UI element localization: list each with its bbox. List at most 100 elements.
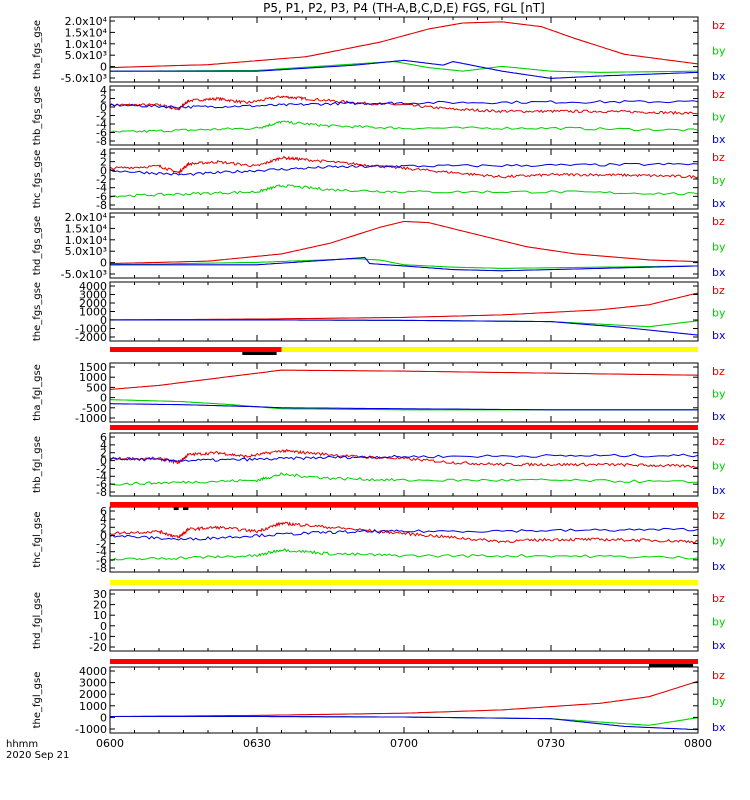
thc_fgs_gse-series-by	[110, 184, 698, 198]
thc_fgl_gse-series-bx	[110, 527, 698, 541]
y-tick-label: -2	[96, 538, 107, 551]
status-bar-red	[110, 425, 698, 430]
y-tick-label: 0	[100, 620, 107, 633]
legend-bx: bx	[712, 266, 726, 279]
legend-bx: bx	[712, 133, 726, 146]
y-axis-label: tha_fgl_gse	[32, 364, 43, 421]
tha_fgl_gse-series-bx	[110, 403, 698, 411]
y-tick-label: -8	[96, 562, 107, 575]
legend-by: by	[712, 307, 726, 320]
y-axis-label: thd_fgl_gse	[32, 592, 43, 649]
y-tick-label: 0	[100, 257, 107, 270]
y-axis-label: thb_fgs_gse	[32, 86, 43, 145]
the_fgs_gse-series-bx	[110, 319, 698, 336]
y-tick-label: 10	[93, 609, 107, 622]
y-axis-label: tha_fgs_gse	[32, 20, 43, 79]
thb_fgl_gse-series-bz	[110, 449, 698, 469]
legend-by: by	[712, 388, 726, 401]
y-tick-label: 1000	[79, 371, 107, 384]
y-tick-label: -2	[96, 110, 107, 123]
legend-bx: bx	[712, 721, 726, 734]
panel-thc_fgs_gse: 420-2-4-6-8 thc_fgs_gse bz by bx	[32, 147, 726, 212]
legend-bx: bx	[712, 639, 726, 652]
status-bar-yellow	[281, 347, 698, 352]
y-tick-label: -4	[96, 182, 107, 195]
legend-bz: bz	[712, 435, 725, 448]
thb_fgl_gse-series-bx	[110, 453, 698, 463]
y-tick-label: 20	[93, 599, 107, 612]
thc_fgl_gse-series-by	[110, 547, 698, 562]
legend-by: by	[712, 616, 726, 629]
legend-by: by	[712, 174, 726, 187]
status-bar-red	[110, 659, 698, 664]
y-tick-label: -8	[96, 199, 107, 212]
y-tick-label: -4	[96, 118, 107, 131]
legend-by: by	[712, 695, 726, 708]
legend-bx: bx	[712, 484, 726, 497]
legend-bz: bz	[712, 151, 725, 164]
y-tick-label: -6	[96, 127, 107, 140]
y-tick-label: -6	[96, 554, 107, 567]
y-tick-label: 2	[100, 156, 107, 169]
legend-bz: bz	[712, 365, 725, 378]
thd_fgs_gse-series-bz	[110, 220, 698, 265]
the_fgs_gse-series-bz	[110, 292, 698, 321]
y-tick-label: 1.0x10⁴	[65, 38, 108, 51]
y-axis-label: thb_fgl_gse	[32, 436, 43, 493]
y-tick-label: -5.0x10³	[61, 72, 107, 85]
the_fgl_gse-series-bx	[110, 715, 698, 731]
y-tick-label: -500	[82, 402, 107, 415]
y-tick-label: 2000	[79, 297, 107, 310]
legend-bx: bx	[712, 197, 726, 210]
y-tick-label: 4000	[79, 280, 107, 293]
y-tick-label: 4	[100, 439, 107, 452]
y-tick-label: 6	[100, 431, 107, 444]
thd_fgs_gse-series-by	[110, 258, 698, 269]
x-tick-label: 0630	[243, 737, 271, 750]
y-tick-label: -1000	[75, 723, 107, 736]
y-tick-label: 2.0x10⁴	[65, 15, 108, 28]
x-tick-label: 0730	[537, 737, 565, 750]
status-bar-red	[110, 502, 698, 507]
y-tick-label: -4	[96, 546, 107, 559]
y-tick-label: 500	[86, 381, 107, 394]
y-tick-label: 0	[100, 314, 107, 327]
y-tick-label: 2	[100, 447, 107, 460]
y-tick-label: 4	[100, 147, 107, 160]
y-tick-label: 0	[100, 455, 107, 468]
y-tick-label: 1.5x10⁴	[65, 26, 108, 39]
y-tick-label: 2000	[79, 688, 107, 701]
y-tick-label: -2000	[75, 331, 107, 344]
legend-bz: bz	[712, 509, 725, 522]
panel-frame	[109, 362, 699, 423]
y-tick-label: -20	[89, 641, 107, 654]
legend-by: by	[712, 111, 726, 124]
status-mark	[173, 507, 179, 510]
panel-frame	[109, 432, 699, 497]
y-tick-label: -6	[96, 478, 107, 491]
thb_fgl_gse-series-by	[110, 472, 698, 486]
y-tick-label: -2	[96, 462, 107, 475]
y-tick-label: 5.0x10³	[65, 245, 107, 258]
x-tick-label: 0600	[96, 737, 124, 750]
y-tick-label: 0	[100, 529, 107, 542]
y-axis-label: thc_fgs_gse	[32, 150, 43, 209]
y-tick-label: 5.0x10³	[65, 49, 107, 62]
panel-frame	[109, 281, 699, 342]
tha_fgs_gse-series-by	[110, 60, 698, 73]
legend-by: by	[712, 535, 726, 548]
y-axis-label: the_fgs_gse	[32, 282, 43, 341]
panel-thb_fgs_gse: 420-2-4-6-8 thb_fgs_gse bz by bx	[32, 84, 726, 148]
legend-by: by	[712, 241, 726, 254]
thc_fgs_gse-series-bz	[110, 155, 698, 179]
y-axis-label: the_fgl_gse	[32, 672, 43, 729]
y-tick-label: 4	[100, 84, 107, 97]
legend-bz: bz	[712, 215, 725, 228]
y-axis-label: thd_fgs_gse	[32, 216, 43, 275]
legend-bz: bz	[712, 669, 725, 682]
y-tick-label: 4	[100, 513, 107, 526]
